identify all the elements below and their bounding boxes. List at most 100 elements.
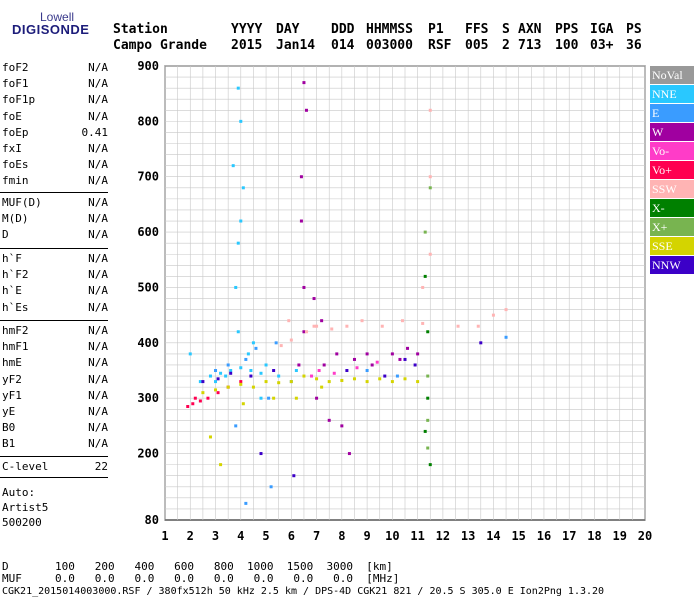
data-point-w <box>347 452 351 456</box>
data-point-e <box>254 346 258 350</box>
data-point-nne <box>246 352 250 356</box>
x-tick-label: 15 <box>511 529 525 543</box>
data-point-e <box>226 363 230 367</box>
param-label-fxi: fxI <box>2 142 22 155</box>
data-point-nnw <box>383 374 387 378</box>
data-point-sse <box>219 463 223 467</box>
data-point-w <box>320 319 324 323</box>
data-point-ssw <box>400 319 404 323</box>
y-tick-label: 200 <box>137 447 159 461</box>
param-value-fof1: N/A <box>88 77 108 91</box>
data-point-w <box>398 357 402 361</box>
header-field-label-10: IGA <box>590 22 614 37</box>
header-field-value-10: 03+ <box>590 38 614 53</box>
header-field-value-0: Campo Grande <box>113 38 207 53</box>
legend-item-vo: Vo+ <box>650 161 694 179</box>
data-point-nnw <box>479 341 483 345</box>
param-label-hes: h`Es <box>2 300 29 314</box>
data-point-w <box>302 330 306 334</box>
param-label-he: h`E <box>2 284 22 298</box>
d-row: D 100 200 400 600 800 1000 1500 3000 [km… <box>2 560 393 573</box>
data-point-nne <box>234 285 238 289</box>
x-tick-label: 20 <box>638 529 652 543</box>
data-point-sse <box>327 380 331 384</box>
data-point-sse <box>352 377 356 381</box>
param-label-hmf1: hmF1 <box>2 340 29 354</box>
muf-row: MUF 0.0 0.0 0.0 0.0 0.0 0.0 0.0 0.0 [MHz… <box>2 572 400 585</box>
x-tick-label: 5 <box>262 529 269 543</box>
param-label-hf2: h`F2 <box>2 268 29 282</box>
header-field-value-5: RSF <box>428 38 452 53</box>
data-point-sse <box>302 374 306 378</box>
data-point-sse <box>251 385 255 389</box>
header-field-label-7: S <box>502 22 510 37</box>
y-tick-label: 80 <box>145 513 159 527</box>
data-point-sse <box>315 377 319 381</box>
data-point-sse <box>294 396 298 400</box>
x-tick-label: 10 <box>385 529 399 543</box>
data-point-sse <box>241 402 245 406</box>
data-point-sse <box>272 396 276 400</box>
data-point-ssw <box>287 319 291 323</box>
legend-item-sse: SSE <box>650 237 694 255</box>
data-point-nne <box>229 369 233 373</box>
param-value-foe: N/A <box>88 109 108 123</box>
data-point-vo <box>198 399 202 403</box>
data-point-sse <box>416 380 420 384</box>
param-label-foep: foEp <box>2 125 29 139</box>
data-point-nne <box>241 186 245 190</box>
x-tick-label: 6 <box>288 529 295 543</box>
data-point-sse <box>320 385 324 389</box>
param-value-hf: N/A <box>88 252 108 265</box>
x-tick-label: 8 <box>338 529 345 543</box>
param-label-b0: B0 <box>2 421 16 435</box>
param-label-mufd: MUF(D) <box>2 196 42 209</box>
data-point-vo <box>206 396 210 400</box>
header-field-value-1: 2015 <box>231 38 263 53</box>
data-point-nne <box>224 374 228 378</box>
data-point-sse <box>264 380 268 384</box>
data-point-w <box>352 357 356 361</box>
header-field-label-2: DAY <box>276 22 300 37</box>
legend-item-w: W <box>650 123 694 141</box>
data-point-e <box>274 341 278 345</box>
header-field-label-6: FFS <box>465 22 489 37</box>
param-value-hmf1: N/A <box>88 340 108 354</box>
param-separator <box>0 456 108 457</box>
data-point-nnw <box>272 369 276 373</box>
param-label-yf1: yF1 <box>2 388 22 402</box>
y-tick-label: 700 <box>137 170 159 184</box>
data-point-ssw <box>421 321 425 325</box>
data-point-w <box>315 396 319 400</box>
data-point-e <box>267 396 271 400</box>
data-point-x <box>426 374 430 378</box>
data-point-ssw <box>289 338 293 342</box>
data-point-e <box>244 501 248 505</box>
param-label-fmin: fmin <box>2 174 29 188</box>
x-tick-label: 3 <box>212 529 219 543</box>
header-field-label-9: PPS <box>555 22 579 37</box>
data-point-vo <box>355 366 359 370</box>
data-point-sse <box>201 391 205 395</box>
x-tick-label: 9 <box>363 529 370 543</box>
footer-info: CGK21_2015014003000.RSF / 380fx512h 50 k… <box>2 586 605 597</box>
data-point-ssw <box>428 252 432 256</box>
data-point-nne <box>259 396 263 400</box>
param-label-hme: hmE <box>2 356 22 370</box>
data-point-w <box>327 418 331 422</box>
x-tick-label: 18 <box>587 529 601 543</box>
param-value-b1: N/A <box>88 437 108 451</box>
x-tick-label: 14 <box>486 529 500 543</box>
data-point-x <box>428 186 432 190</box>
x-tick-label: 7 <box>313 529 320 543</box>
param-value-he: N/A <box>88 284 108 298</box>
data-point-sse <box>226 385 230 389</box>
data-point-ssw <box>360 319 364 323</box>
data-point-ssw <box>428 108 432 112</box>
param-value-md: N/A <box>88 212 108 226</box>
param-label-yf2: yF2 <box>2 372 22 386</box>
data-point-nne <box>239 219 243 223</box>
data-point-nnw <box>201 380 205 384</box>
data-point-w <box>340 424 344 428</box>
